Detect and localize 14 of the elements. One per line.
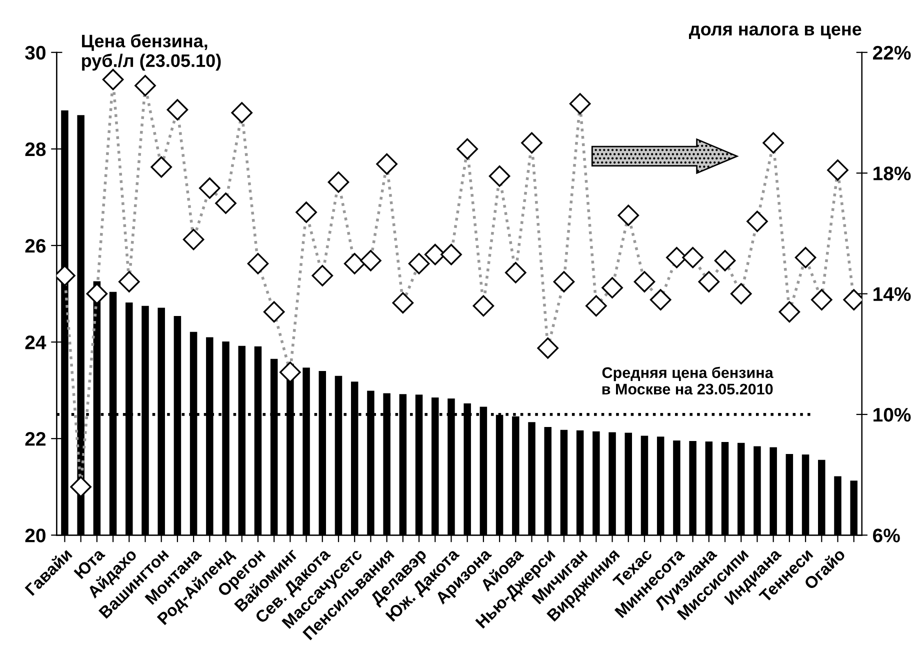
y-tick-label: 26 <box>25 238 46 253</box>
y2-tick-label: 18% <box>874 166 911 180</box>
y-tick-label: 20 <box>25 528 46 542</box>
y2-tick-label: 14% <box>874 287 911 301</box>
y-tick-label: 30 <box>25 46 46 60</box>
y2-tick-label: 6% <box>873 528 900 542</box>
y2-tick-label: 22% <box>872 46 911 60</box>
y-tick-label: 24 <box>25 336 46 350</box>
y-tick-label: 28 <box>25 142 46 156</box>
y-axis-title: Цена бензина, руб./л (23.05.10) <box>82 34 221 71</box>
ref-line-label: Средняя цена бензина в Москве на 23.05.2010 <box>602 366 774 395</box>
y2-axis-title: доля налога в цене <box>688 26 862 39</box>
y-tick-label: 22 <box>25 432 46 446</box>
y2-tick-label: 10% <box>874 408 911 422</box>
